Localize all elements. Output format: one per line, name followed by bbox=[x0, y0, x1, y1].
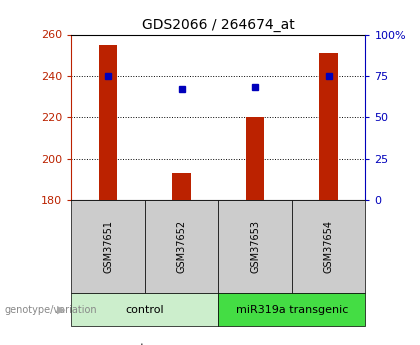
Bar bbox=[145, 200, 218, 293]
Text: ▶: ▶ bbox=[57, 305, 65, 315]
Bar bbox=[173, 173, 191, 200]
Text: GSM37654: GSM37654 bbox=[324, 220, 333, 273]
Text: GSM37652: GSM37652 bbox=[177, 220, 186, 273]
Title: GDS2066 / 264674_at: GDS2066 / 264674_at bbox=[142, 18, 295, 32]
Bar bbox=[71, 293, 218, 326]
Bar bbox=[218, 293, 365, 326]
Bar bbox=[246, 117, 264, 200]
Text: control: control bbox=[126, 305, 164, 315]
Text: genotype/variation: genotype/variation bbox=[4, 305, 97, 315]
Bar bbox=[71, 200, 145, 293]
Text: ■: ■ bbox=[92, 342, 104, 345]
Bar bbox=[99, 45, 117, 200]
Text: GSM37651: GSM37651 bbox=[103, 220, 113, 273]
Text: miR319a transgenic: miR319a transgenic bbox=[236, 305, 348, 315]
Text: count: count bbox=[116, 344, 145, 345]
Bar bbox=[320, 53, 338, 200]
Text: GSM37653: GSM37653 bbox=[250, 220, 260, 273]
Bar bbox=[218, 200, 292, 293]
Bar bbox=[292, 200, 365, 293]
